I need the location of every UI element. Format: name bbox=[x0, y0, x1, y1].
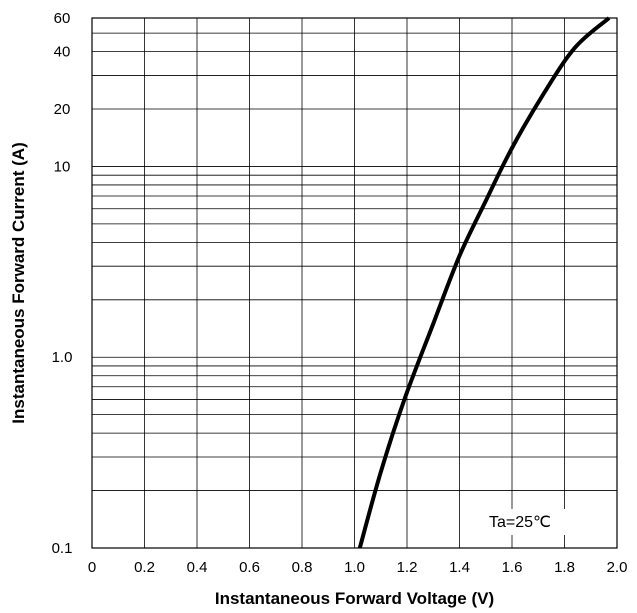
x-tick-label: 0 bbox=[88, 559, 96, 576]
series-line bbox=[357, 16, 611, 549]
y-tick-label: 20 bbox=[54, 101, 71, 118]
x-tick-label: 0.4 bbox=[187, 559, 208, 576]
y-tick-labels: 0.1 1.0 10 20 40 60 bbox=[52, 10, 73, 557]
x-tick-label: 0.6 bbox=[239, 559, 260, 576]
y-tick-label: 1.0 bbox=[52, 349, 73, 366]
y-tick-label: 60 bbox=[54, 10, 71, 27]
y-tick-label: 0.1 bbox=[52, 540, 73, 557]
annotation-box bbox=[466, 509, 574, 535]
plot-frame bbox=[91, 17, 618, 549]
x-tick-label: 0.8 bbox=[292, 559, 313, 576]
x-tick-label: 0.2 bbox=[134, 559, 155, 576]
x-tick-label: 1.8 bbox=[554, 559, 575, 576]
x-tick-label: 1.0 bbox=[344, 559, 365, 576]
y-tick-label: 10 bbox=[54, 158, 71, 175]
x-tick-labels: 0 0.2 0.4 0.6 0.8 1.0 1.2 1.4 1.6 1.8 2.0 bbox=[88, 559, 628, 576]
x-tick-label: 1.2 bbox=[397, 559, 418, 576]
y-axis-title: Instantaneous Forward Current (A) bbox=[9, 142, 28, 423]
annotation-label: Ta=25℃ bbox=[489, 514, 551, 531]
x-axis-title: Instantaneous Forward Voltage (V) bbox=[215, 589, 494, 608]
x-tick-label: 1.6 bbox=[502, 559, 523, 576]
y-tick-label: 40 bbox=[54, 44, 71, 61]
grid bbox=[92, 18, 617, 548]
series-layer bbox=[357, 16, 611, 549]
x-tick-label: 2.0 bbox=[607, 559, 628, 576]
x-tick-label: 1.4 bbox=[449, 559, 470, 576]
